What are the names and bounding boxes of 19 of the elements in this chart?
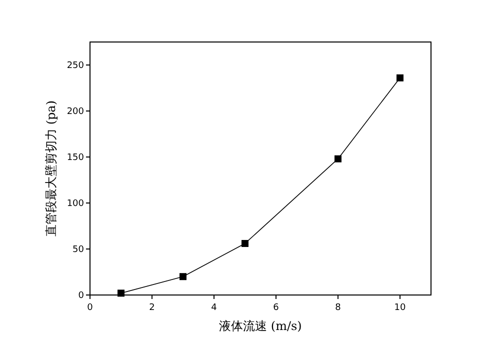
point: [118, 290, 124, 297]
x-tick-label: 0: [87, 303, 94, 313]
y-tick-label: 250: [66, 61, 84, 71]
y-tick-label: 200: [66, 107, 84, 117]
y-tick-label: 150: [66, 153, 84, 163]
y-tick-label: 0: [78, 291, 84, 301]
x-tick-label: 8: [335, 303, 342, 313]
x-tick-label: 2: [149, 303, 155, 313]
y-tick-label: 50: [72, 245, 84, 255]
point: [396, 74, 404, 82]
y-axis-title: 直管段最大壁剪切力 (pa): [44, 100, 58, 237]
point: [242, 240, 248, 247]
x-tick-label: 6: [273, 303, 280, 313]
point: [180, 273, 186, 280]
point: [334, 155, 342, 162]
x-tick-label: 10: [394, 303, 406, 313]
x-tick-label: 4: [211, 303, 218, 313]
y-tick-label: 100: [66, 199, 84, 209]
x-axis-title: 液体流速 (m/s): [219, 319, 302, 333]
